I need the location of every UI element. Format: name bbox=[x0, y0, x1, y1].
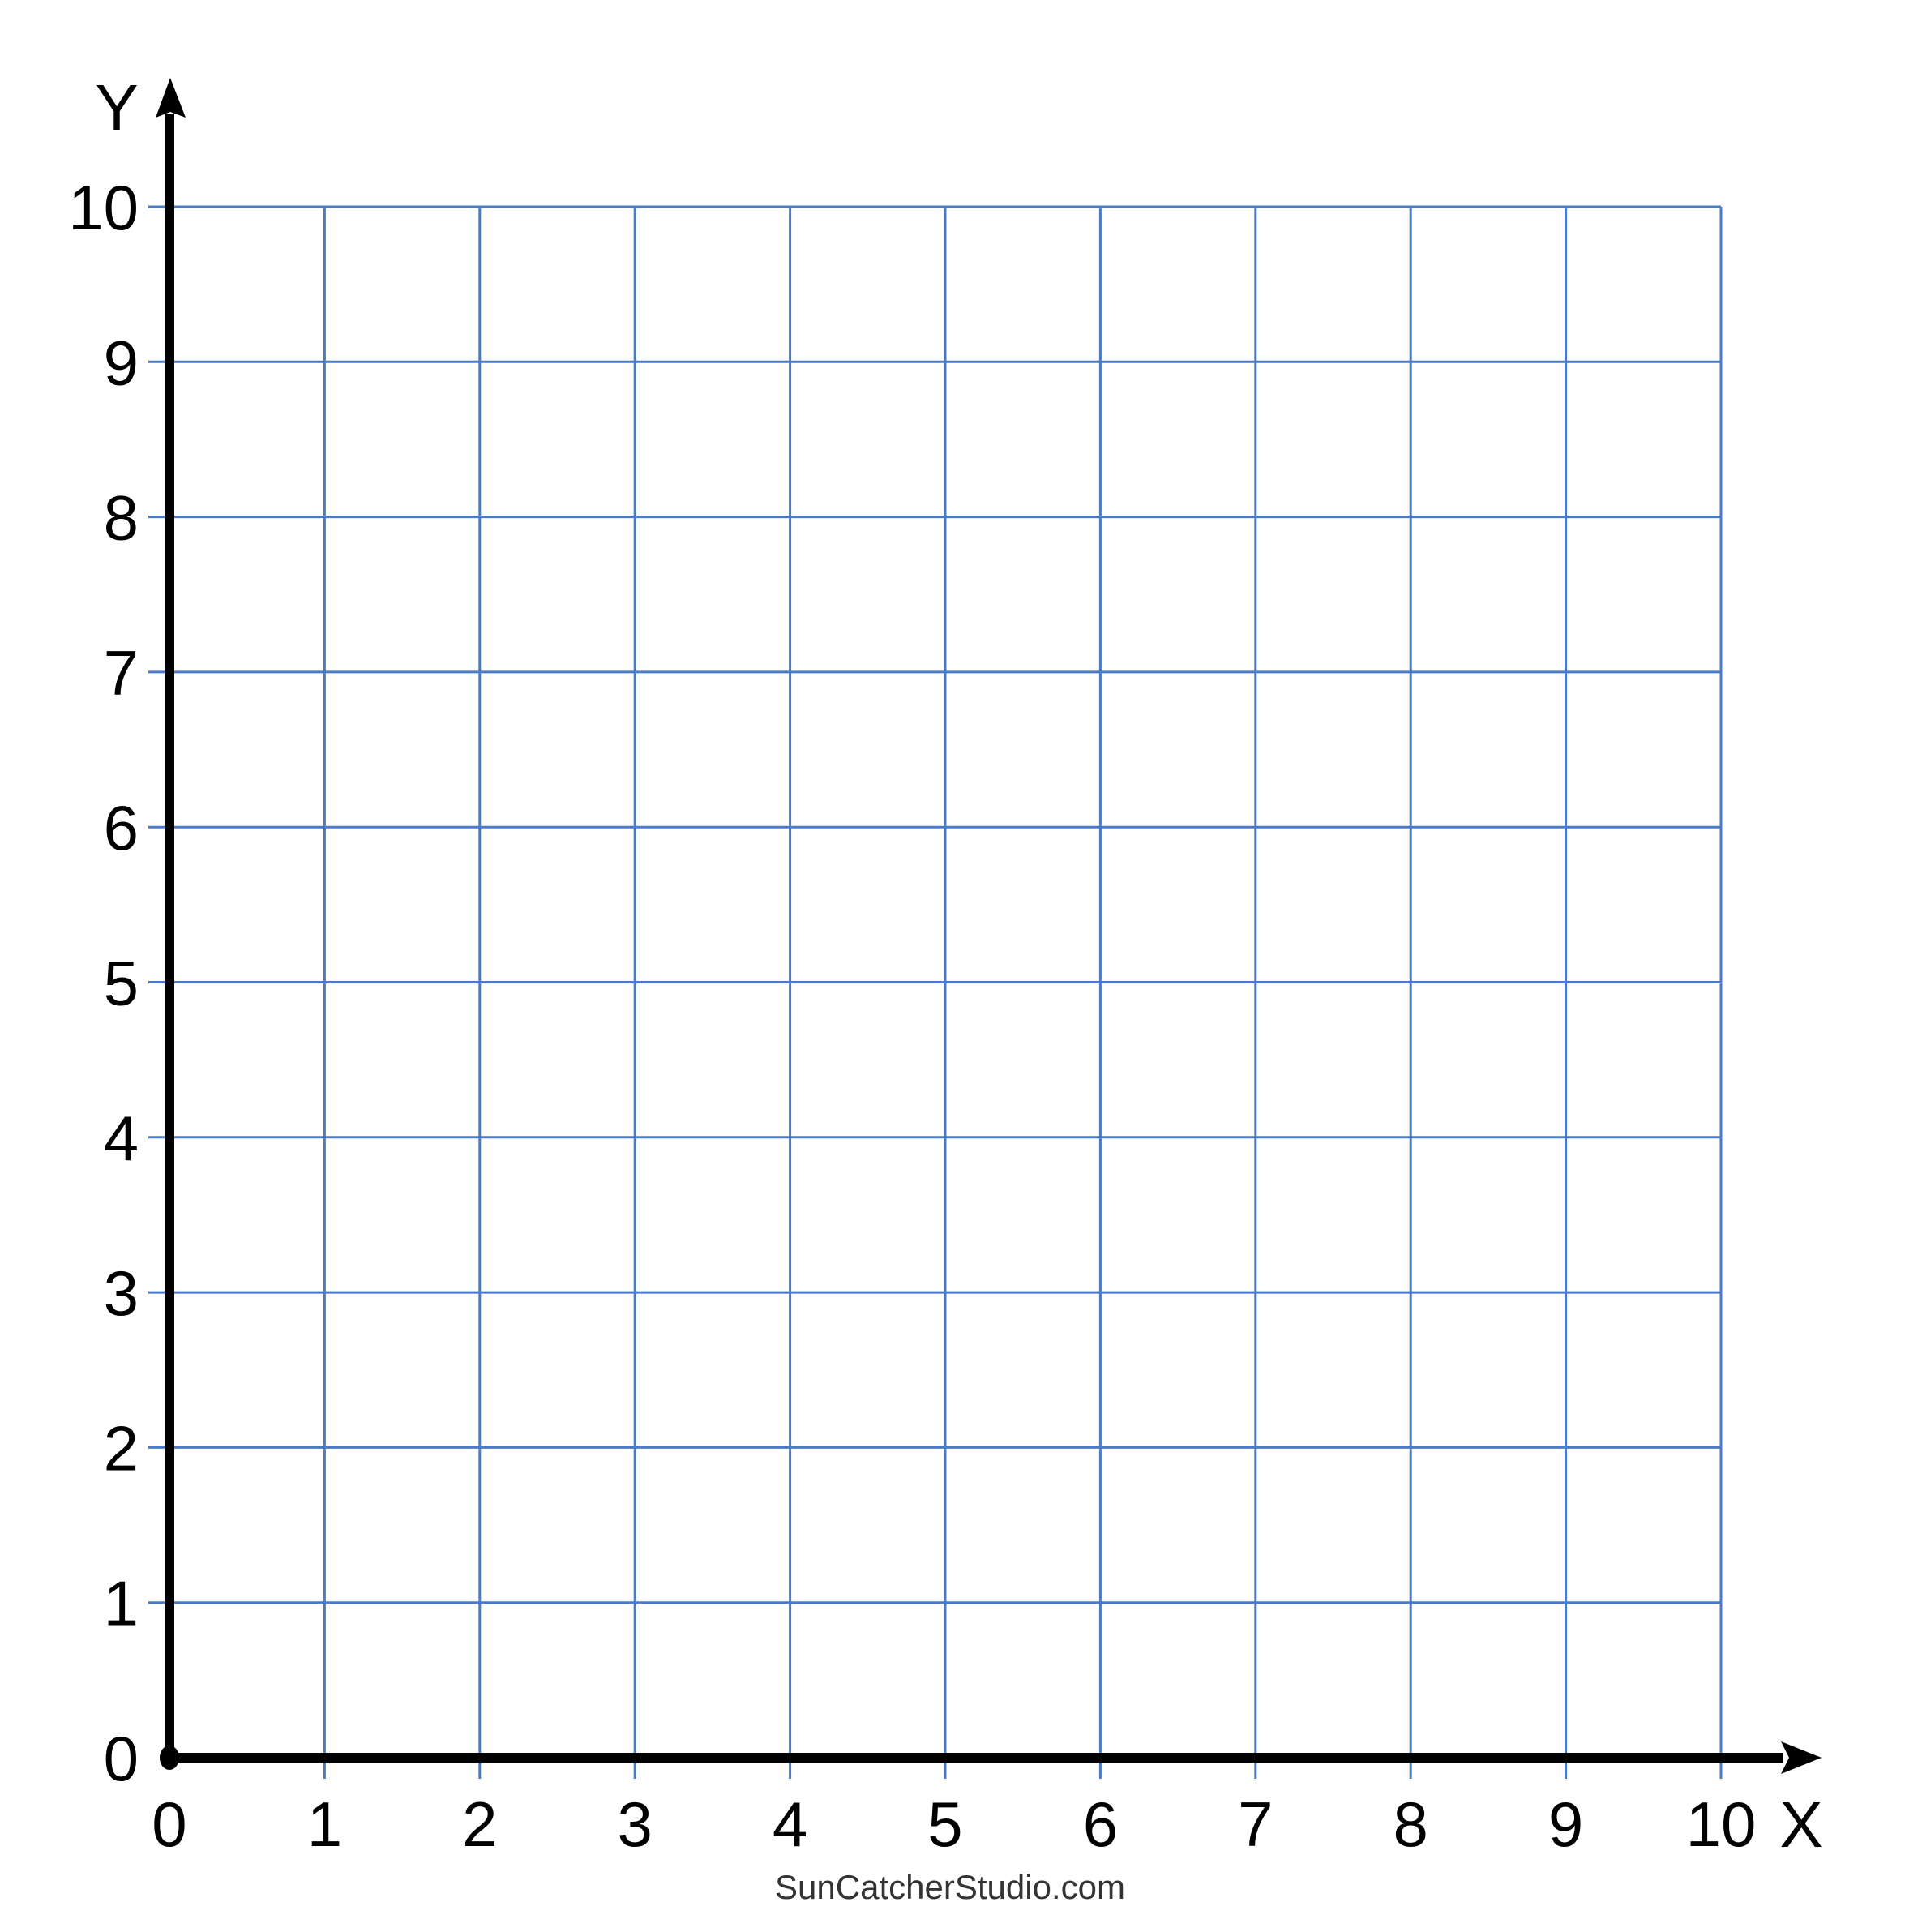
x-tick-label: 9 bbox=[1548, 1788, 1583, 1860]
x-axis-arrow-icon bbox=[1781, 1741, 1822, 1774]
x-tick-label: 3 bbox=[618, 1788, 653, 1860]
x-tick-label: 7 bbox=[1238, 1788, 1273, 1860]
y-tick-label: 2 bbox=[104, 1412, 139, 1484]
y-tick-label: 0 bbox=[104, 1723, 139, 1794]
y-axis-label: Y bbox=[95, 71, 138, 144]
y-tick-label: 3 bbox=[104, 1257, 139, 1329]
y-tick-label: 8 bbox=[104, 482, 139, 554]
x-tick-label: 4 bbox=[773, 1788, 807, 1860]
watermark-text: SunCatcherStudio.com bbox=[775, 1868, 1125, 1906]
y-tick-label: 7 bbox=[104, 637, 139, 709]
y-tick-label: 5 bbox=[104, 948, 139, 1019]
y-tick-label: 4 bbox=[104, 1103, 139, 1174]
y-tick-label: 9 bbox=[104, 327, 139, 398]
y-tick-label: 1 bbox=[104, 1568, 139, 1639]
origin-point bbox=[160, 1746, 179, 1770]
axes bbox=[156, 78, 1822, 1774]
x-tick-label: 6 bbox=[1083, 1788, 1118, 1860]
tick-labels: 0 1 2 3 4 5 6 7 8 9 10 0 1 2 3 4 5 6 7 8 9 10 bbox=[68, 172, 1756, 1860]
x-tick-label: 5 bbox=[927, 1788, 962, 1860]
x-tick-label: 0 bbox=[152, 1788, 186, 1860]
x-axis-label: X bbox=[1779, 1788, 1822, 1861]
x-tick-label: 8 bbox=[1393, 1788, 1428, 1860]
x-tick-label: 1 bbox=[307, 1788, 342, 1860]
y-tick-label: 10 bbox=[68, 172, 139, 243]
y-tick-label: 6 bbox=[104, 792, 139, 863]
grid-lines bbox=[148, 205, 1723, 1779]
y-axis-arrow-icon bbox=[156, 78, 186, 118]
x-tick-label: 10 bbox=[1686, 1788, 1757, 1860]
x-tick-label: 2 bbox=[462, 1788, 497, 1860]
